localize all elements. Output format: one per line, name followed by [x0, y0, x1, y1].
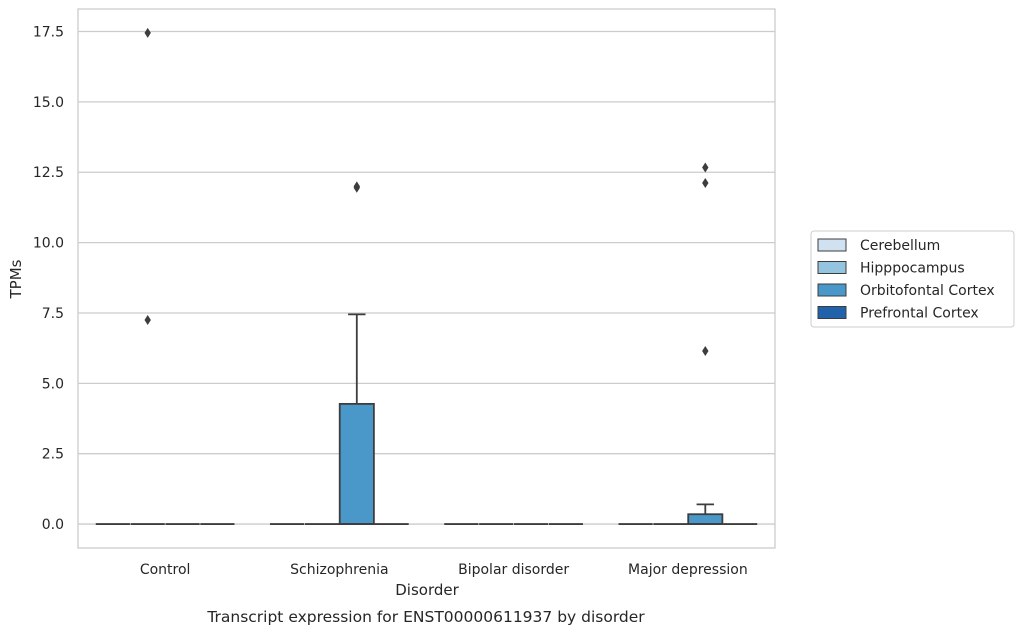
grid-lines: [78, 30, 775, 525]
outlier-point: [144, 27, 151, 38]
y-tick-label: 17.5: [33, 25, 64, 41]
legend-label: Orbitofontal Cortex: [860, 283, 995, 299]
legend-swatch: [817, 306, 847, 319]
outlier-point: [144, 315, 151, 326]
y-tick-labels: 0.0 2.5 5.0 7.5 10.0 12.5 15.0 17.5: [33, 25, 64, 534]
plot-area-frame: [77, 8, 776, 549]
box-group: [130, 27, 165, 525]
x-tick-label: Bipolar disorder: [458, 562, 569, 578]
box-body: [687, 513, 724, 525]
x-tick-label: Control: [140, 562, 191, 578]
outlier-point: [702, 345, 709, 356]
x-tick-label: Schizophrenia: [290, 562, 388, 578]
legend-label: Cerebellum: [860, 238, 940, 254]
y-axis-title: TPMs: [7, 259, 25, 299]
y-tick-label: 10.0: [33, 236, 64, 252]
x-axis-title: Disorder: [395, 581, 459, 599]
box-marks: [95, 27, 758, 525]
legend-label: Prefrontal Cortex: [860, 306, 979, 322]
legend-label: Hipppocampus: [860, 261, 965, 277]
y-tick-label: 2.5: [42, 447, 64, 463]
y-tick-label: 12.5: [33, 165, 64, 181]
legend-swatch: [817, 283, 847, 297]
legend-swatch: [817, 261, 847, 274]
y-tick-label: 7.5: [42, 306, 64, 322]
chart-caption: Transcript expression for ENST0000061193…: [206, 608, 645, 626]
outlier-point: [702, 177, 709, 188]
legend-items: Cerebellum Hipppocampus Orbitofontal Corte…: [817, 238, 995, 322]
box-group: [338, 181, 375, 525]
legend-frame: [810, 230, 1015, 328]
x-tick-labels: Control Schizophrenia Bipolar disorder Majo…: [140, 562, 748, 578]
x-tick-label: Major depression: [628, 562, 748, 578]
y-tick-label: 5.0: [42, 376, 64, 392]
outlier-point: [353, 181, 360, 192]
box-group: [687, 162, 724, 525]
outlier-point: [702, 162, 709, 173]
y-tick-label: 15.0: [33, 95, 64, 111]
legend-swatch: [817, 238, 847, 252]
y-tick-label: 0.0: [42, 517, 64, 533]
box-body: [338, 402, 375, 525]
legend: Cerebellum Hipppocampus Orbitofontal Corte…: [810, 230, 1015, 328]
